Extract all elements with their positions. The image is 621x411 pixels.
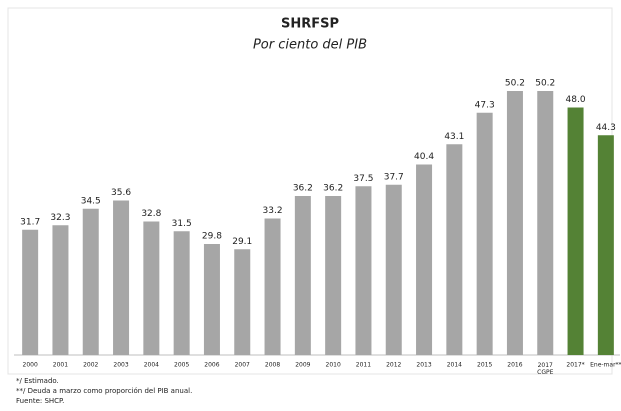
x-tick-label: 2001	[53, 362, 68, 369]
value-label: 50.2	[505, 79, 525, 89]
value-label: 32.3	[50, 213, 70, 223]
bar	[476, 112, 493, 355]
value-label: 47.3	[475, 100, 495, 110]
x-tick-label: 2010	[326, 362, 341, 369]
x-tick-label: 2008	[265, 362, 280, 369]
footnote: **/ Deuda a marzo como proporción del PI…	[16, 387, 192, 395]
bar	[52, 225, 69, 355]
value-label: 32.8	[141, 209, 161, 219]
value-label: 33.2	[263, 206, 283, 216]
x-tick-label: 2013	[416, 362, 431, 369]
bar	[385, 184, 402, 355]
value-label: 29.8	[202, 232, 222, 242]
bar	[294, 196, 311, 355]
bar	[567, 107, 584, 355]
value-label: 37.7	[384, 172, 404, 182]
value-label: 36.2	[293, 184, 313, 194]
bar	[82, 208, 99, 355]
value-label: 35.6	[111, 188, 131, 198]
x-tick-label: 2009	[295, 362, 310, 369]
x-tick-label: Ene-mar**	[590, 362, 621, 369]
bar	[416, 164, 433, 355]
x-tick-label: 2007	[235, 362, 250, 369]
x-tick-label: 2014	[447, 362, 462, 369]
value-label: 40.4	[414, 152, 434, 162]
x-tick-label: 2000	[23, 362, 38, 369]
value-label: 37.5	[353, 174, 373, 184]
value-label: 29.1	[232, 237, 252, 247]
value-label: 48.0	[566, 95, 586, 105]
x-tick-label: 2015	[477, 362, 492, 369]
bar	[325, 196, 342, 355]
value-label: 31.5	[172, 219, 192, 229]
bar	[173, 231, 190, 355]
value-label: 44.3	[596, 123, 616, 133]
bar	[143, 221, 160, 355]
x-tick-label: 2016	[507, 362, 522, 369]
value-label: 50.2	[535, 79, 555, 89]
value-label: 36.2	[323, 184, 343, 194]
bar	[113, 200, 130, 355]
bar	[355, 186, 372, 355]
x-tick-label: 2011	[356, 362, 371, 369]
bar	[203, 244, 220, 355]
bar	[506, 91, 523, 355]
x-tick-label: 2012	[386, 362, 401, 369]
value-label: 43.1	[444, 132, 464, 142]
bar	[537, 91, 554, 355]
bar	[446, 144, 463, 355]
footnote: */ Estimado.	[16, 377, 59, 385]
value-label: 31.7	[20, 217, 40, 227]
bar	[22, 229, 39, 355]
x-tick-label: 2005	[174, 362, 189, 369]
x-tick-label: 2006	[204, 362, 219, 369]
value-label: 34.5	[81, 196, 101, 206]
x-tick-label: 2002	[83, 362, 98, 369]
bar	[234, 249, 251, 355]
bar	[597, 135, 614, 355]
chart-title: SHRFSP	[281, 17, 339, 32]
x-tick-label: 2017*	[566, 362, 584, 369]
x-tick-label: 2017 CGPE	[537, 362, 553, 376]
bar	[264, 218, 281, 355]
footnote: Fuente: SHCP.	[16, 397, 64, 405]
chart-subtitle: Por ciento del PIB	[253, 38, 367, 53]
x-tick-label: 2004	[144, 362, 159, 369]
x-tick-label: 2003	[113, 362, 128, 369]
